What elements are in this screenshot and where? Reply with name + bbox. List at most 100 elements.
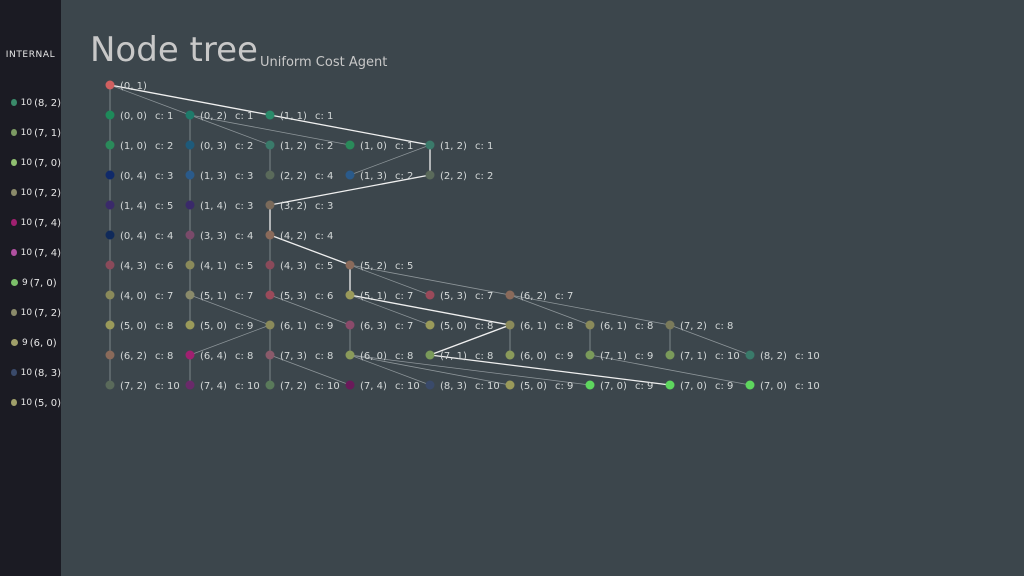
tree-node[interactable]: (6, 1) c: 8 bbox=[585, 320, 654, 333]
tree-node[interactable]: (7, 0) c: 9 bbox=[585, 380, 654, 393]
tree-node[interactable]: (4, 3) c: 5 bbox=[265, 260, 334, 273]
sidebar-item[interactable]: 10 (7, 0) bbox=[0, 148, 61, 178]
node-label: (1, 3) bbox=[200, 171, 227, 182]
node-label: (3, 3) bbox=[200, 231, 227, 242]
tree-node[interactable]: (1, 2) c: 2 bbox=[265, 140, 334, 153]
tree-node[interactable]: (7, 0) c: 9 bbox=[665, 380, 734, 393]
node-circle bbox=[185, 200, 195, 210]
node-color-dot-icon bbox=[11, 98, 17, 106]
sidebar-item-label: (7, 2) bbox=[34, 307, 61, 319]
node-cost: c: 5 bbox=[155, 201, 173, 212]
sidebar-item[interactable]: 9 (6, 0) bbox=[0, 328, 61, 358]
tree-node[interactable]: (6, 2) c: 7 bbox=[505, 290, 574, 303]
tree-node[interactable]: (7, 0) c: 10 bbox=[745, 380, 820, 393]
node-cost: c: 8 bbox=[715, 321, 733, 332]
tree-node[interactable]: (7, 4) c: 10 bbox=[185, 380, 260, 393]
tree-node[interactable]: (6, 2) c: 8 bbox=[105, 350, 174, 363]
node-cost: c: 9 bbox=[315, 321, 333, 332]
sidebar-item[interactable]: 10 (7, 4) bbox=[0, 208, 61, 238]
node-cost: c: 9 bbox=[715, 381, 733, 392]
tree-node[interactable]: (6, 4) c: 8 bbox=[185, 350, 254, 363]
node-label: (1, 1) bbox=[280, 111, 307, 122]
tree-node[interactable]: (0, 4) c: 3 bbox=[105, 170, 174, 183]
tree-node[interactable]: (7, 2) c: 10 bbox=[265, 380, 340, 393]
tree-node[interactable]: (0, 2) c: 1 bbox=[185, 110, 254, 123]
tree-node[interactable]: (7, 3) c: 8 bbox=[265, 350, 334, 363]
tree-node[interactable]: (1, 0) c: 2 bbox=[105, 140, 174, 153]
node-cost: c: 10 bbox=[315, 381, 340, 392]
sidebar-item[interactable]: 10 (7, 4) bbox=[0, 238, 61, 268]
sidebar-item[interactable]: 10 (7, 2) bbox=[0, 298, 61, 328]
tree-node[interactable]: (7, 1) c: 10 bbox=[665, 350, 740, 363]
node-circle bbox=[105, 380, 115, 390]
tree-node[interactable]: (0, 4) c: 4 bbox=[105, 230, 174, 243]
sidebar-item-label: (5, 0) bbox=[34, 397, 61, 409]
sidebar-item[interactable]: 10 (7, 2) bbox=[0, 178, 61, 208]
node-circle bbox=[105, 320, 115, 330]
node-circle bbox=[105, 140, 115, 150]
tree-node[interactable]: (2, 2) c: 2 bbox=[425, 170, 494, 183]
node-cost: c: 10 bbox=[715, 351, 740, 362]
tree-node[interactable]: (3, 2) c: 3 bbox=[265, 200, 334, 213]
tree-node[interactable]: (2, 2) c: 4 bbox=[265, 170, 334, 183]
tree-node[interactable]: (6, 0) c: 8 bbox=[345, 350, 414, 363]
tree-node[interactable]: (5, 1) c: 7 bbox=[345, 290, 414, 303]
sidebar-item[interactable]: 10 (8, 3) bbox=[0, 358, 61, 388]
tree-node[interactable]: (5, 2) c: 5 bbox=[345, 260, 414, 273]
tree-node[interactable]: (6, 1) c: 8 bbox=[505, 320, 574, 333]
tree-node[interactable]: (5, 0) c: 8 bbox=[425, 320, 494, 333]
tree-node[interactable]: (1, 2) c: 1 bbox=[425, 140, 494, 153]
tree-node[interactable]: (4, 0) c: 7 bbox=[105, 290, 174, 303]
node-label: (5, 1) bbox=[360, 291, 387, 302]
sidebar-item[interactable]: 10 (5, 0) bbox=[0, 388, 61, 418]
tree-node[interactable]: (6, 0) c: 9 bbox=[505, 350, 574, 363]
node-circle bbox=[585, 350, 595, 360]
tree-node[interactable]: (5, 3) c: 7 bbox=[425, 290, 494, 303]
tree-node[interactable]: (7, 2) c: 8 bbox=[665, 320, 734, 333]
tree-node[interactable]: (7, 4) c: 10 bbox=[345, 380, 420, 393]
tree-node[interactable]: (7, 1) c: 8 bbox=[425, 350, 494, 363]
tree-node[interactable]: (4, 2) c: 4 bbox=[265, 230, 334, 243]
tree-node[interactable]: (6, 1) c: 9 bbox=[265, 320, 334, 333]
tree-node[interactable]: (5, 0) c: 9 bbox=[185, 320, 254, 333]
tree-node[interactable]: (5, 0) c: 9 bbox=[505, 380, 574, 393]
tree-node[interactable]: (7, 2) c: 10 bbox=[105, 380, 180, 393]
node-circle bbox=[425, 140, 435, 150]
node-label: (0, 4) bbox=[120, 171, 147, 182]
tree-node[interactable]: (1, 0) c: 1 bbox=[345, 140, 414, 153]
tree-node[interactable]: (4, 3) c: 6 bbox=[105, 260, 174, 273]
node-cost: c: 5 bbox=[235, 261, 253, 272]
node-cost: c: 7 bbox=[555, 291, 573, 302]
tree-node[interactable]: (1, 4) c: 3 bbox=[185, 200, 254, 213]
tree-node[interactable]: (0, 3) c: 2 bbox=[185, 140, 254, 153]
tree-node[interactable]: (5, 1) c: 7 bbox=[185, 290, 254, 303]
tree-node[interactable]: (1, 3) c: 3 bbox=[185, 170, 254, 183]
sidebar-item[interactable]: 10 (7, 1) bbox=[0, 118, 61, 148]
node-cost: c: 10 bbox=[235, 381, 260, 392]
tree-node[interactable]: (8, 2) c: 10 bbox=[745, 350, 820, 363]
tree-node[interactable]: (6, 3) c: 7 bbox=[345, 320, 414, 333]
tree-node[interactable]: (4, 1) c: 5 bbox=[185, 260, 254, 273]
tree-node[interactable]: (5, 0) c: 8 bbox=[105, 320, 174, 333]
tree-node[interactable]: (7, 1) c: 9 bbox=[585, 350, 654, 363]
tree-node[interactable]: (0, 1) bbox=[105, 80, 147, 93]
tree-node[interactable]: (3, 3) c: 4 bbox=[185, 230, 254, 243]
node-circle bbox=[185, 350, 195, 360]
node-circle bbox=[505, 380, 515, 390]
tree-node[interactable]: (1, 1) c: 1 bbox=[265, 110, 334, 123]
sidebar-item[interactable]: 9 (7, 0) bbox=[0, 268, 61, 298]
node-circle bbox=[585, 320, 595, 330]
node-label: (7, 0) bbox=[680, 381, 707, 392]
node-label: (1, 2) bbox=[280, 141, 307, 152]
node-cost: c: 4 bbox=[155, 231, 173, 242]
sidebar-item[interactable]: 10 (8, 2) bbox=[0, 88, 61, 118]
tree-node[interactable]: (5, 3) c: 6 bbox=[265, 290, 334, 303]
tree-node[interactable]: (1, 3) c: 2 bbox=[345, 170, 414, 183]
node-label: (0, 3) bbox=[200, 141, 227, 152]
node-label: (5, 3) bbox=[440, 291, 467, 302]
node-label: (8, 3) bbox=[440, 381, 467, 392]
tree-node[interactable]: (1, 4) c: 5 bbox=[105, 200, 174, 213]
tree-node[interactable]: (0, 0) c: 1 bbox=[105, 110, 174, 123]
node-circle bbox=[265, 110, 275, 120]
tree-node[interactable]: (8, 3) c: 10 bbox=[425, 380, 500, 393]
